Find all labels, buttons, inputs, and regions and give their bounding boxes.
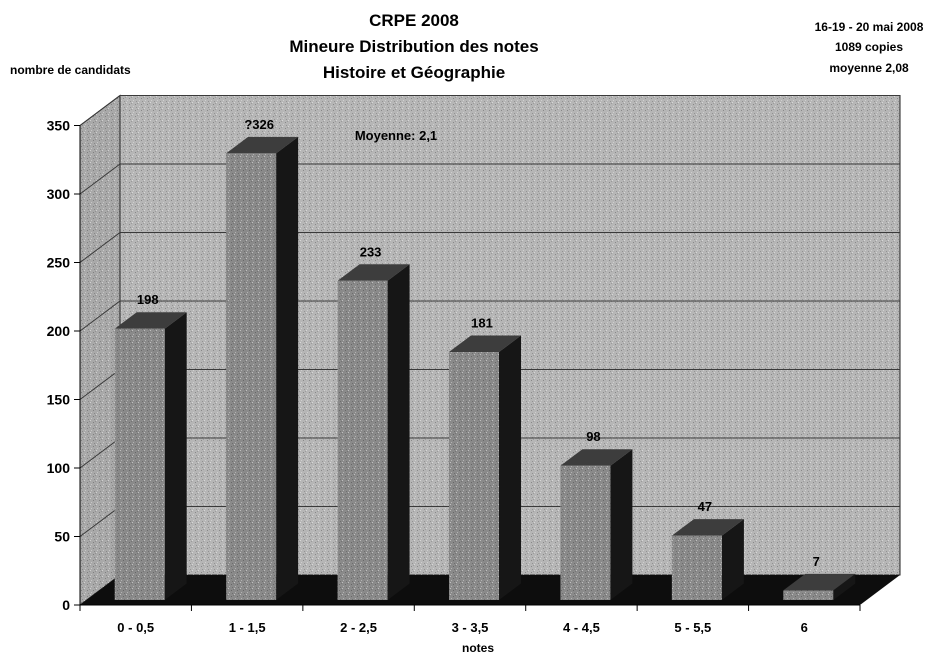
mean-annotation: Moyenne: 2,1 <box>355 128 437 143</box>
plot-walls <box>79 94 901 606</box>
chart-title-line-2: Mineure Distribution des notes <box>289 37 538 56</box>
x-tick-label: 0 - 0,5 <box>117 620 154 635</box>
x-tick-label: 3 - 3,5 <box>452 620 489 635</box>
data-label: 181 <box>471 316 493 331</box>
y-axis-label: nombre de candidats <box>10 63 131 77</box>
gridline <box>79 95 900 126</box>
data-label: 233 <box>360 244 382 259</box>
y-axis: 0 50 100 150 200 250 300 350 <box>47 118 81 613</box>
bars <box>114 136 856 600</box>
bar <box>671 519 744 600</box>
y-tick-label: 0 <box>62 597 70 613</box>
bar-side <box>499 335 521 600</box>
x-tick-label: 2 - 2,5 <box>340 620 377 635</box>
data-labels: 198 ?326 233 181 98 47 7 <box>137 117 820 569</box>
bar-top <box>449 335 521 352</box>
data-label: ?326 <box>244 117 274 132</box>
x-tick-label: 4 - 4,5 <box>563 620 600 635</box>
x-tick-label: 1 - 1,5 <box>229 620 266 635</box>
copies-note: 1089 copies <box>835 40 903 54</box>
bar-side <box>610 449 633 600</box>
x-tick-label: 6 <box>801 620 808 635</box>
back-wall-texture <box>120 95 900 575</box>
bar-front-texture <box>337 280 388 600</box>
bar-front-texture <box>226 153 277 600</box>
bar-front-texture <box>114 328 165 600</box>
bar-top <box>114 312 187 329</box>
y-tick-label: 150 <box>47 392 71 408</box>
date-note: 16-19 - 20 mai 2008 <box>815 20 924 34</box>
chart-title-line-1: CRPE 2008 <box>369 11 459 30</box>
x-axis: 0 - 0,5 1 - 1,5 2 - 2,5 3 - 3,5 4 - 4,5 5 - 5… <box>79 604 861 635</box>
gridline <box>79 163 900 195</box>
bar-side <box>276 136 299 600</box>
gridline <box>79 232 900 263</box>
bar <box>114 312 187 600</box>
bar-side <box>164 312 187 600</box>
data-label: 198 <box>137 292 159 307</box>
bar-front-texture <box>783 590 834 600</box>
x-axis-label: notes <box>462 641 494 655</box>
bar-side <box>387 264 410 600</box>
bar <box>226 136 299 600</box>
data-label: 47 <box>698 499 712 514</box>
bar-top <box>226 136 299 154</box>
mean-note: moyenne 2,08 <box>829 61 909 75</box>
y-tick-label: 300 <box>47 186 71 202</box>
y-tick-label: 350 <box>47 118 71 134</box>
bar-front-texture <box>560 465 611 600</box>
gridline <box>79 300 900 332</box>
bar-front-texture <box>449 352 499 600</box>
data-label: 7 <box>813 554 820 569</box>
x-tick-label: 5 - 5,5 <box>674 620 711 635</box>
y-tick-label: 200 <box>47 323 71 339</box>
bar <box>337 264 410 600</box>
bar <box>449 335 521 600</box>
bar-top <box>337 264 410 281</box>
bar-top <box>560 449 633 466</box>
bar-top <box>783 573 856 591</box>
side-wall-texture <box>80 95 120 605</box>
y-tick-label: 250 <box>47 255 71 271</box>
bar <box>560 449 633 600</box>
y-tick-label: 100 <box>47 460 71 476</box>
bar-top <box>671 519 744 536</box>
bar-side <box>721 519 744 600</box>
y-tick-label: 50 <box>54 529 70 545</box>
bar-front-texture <box>671 535 722 600</box>
chart-title-line-3: Histoire et Géographie <box>323 63 505 82</box>
bar-side <box>833 573 856 600</box>
bar <box>783 573 856 600</box>
data-label: 98 <box>586 429 600 444</box>
